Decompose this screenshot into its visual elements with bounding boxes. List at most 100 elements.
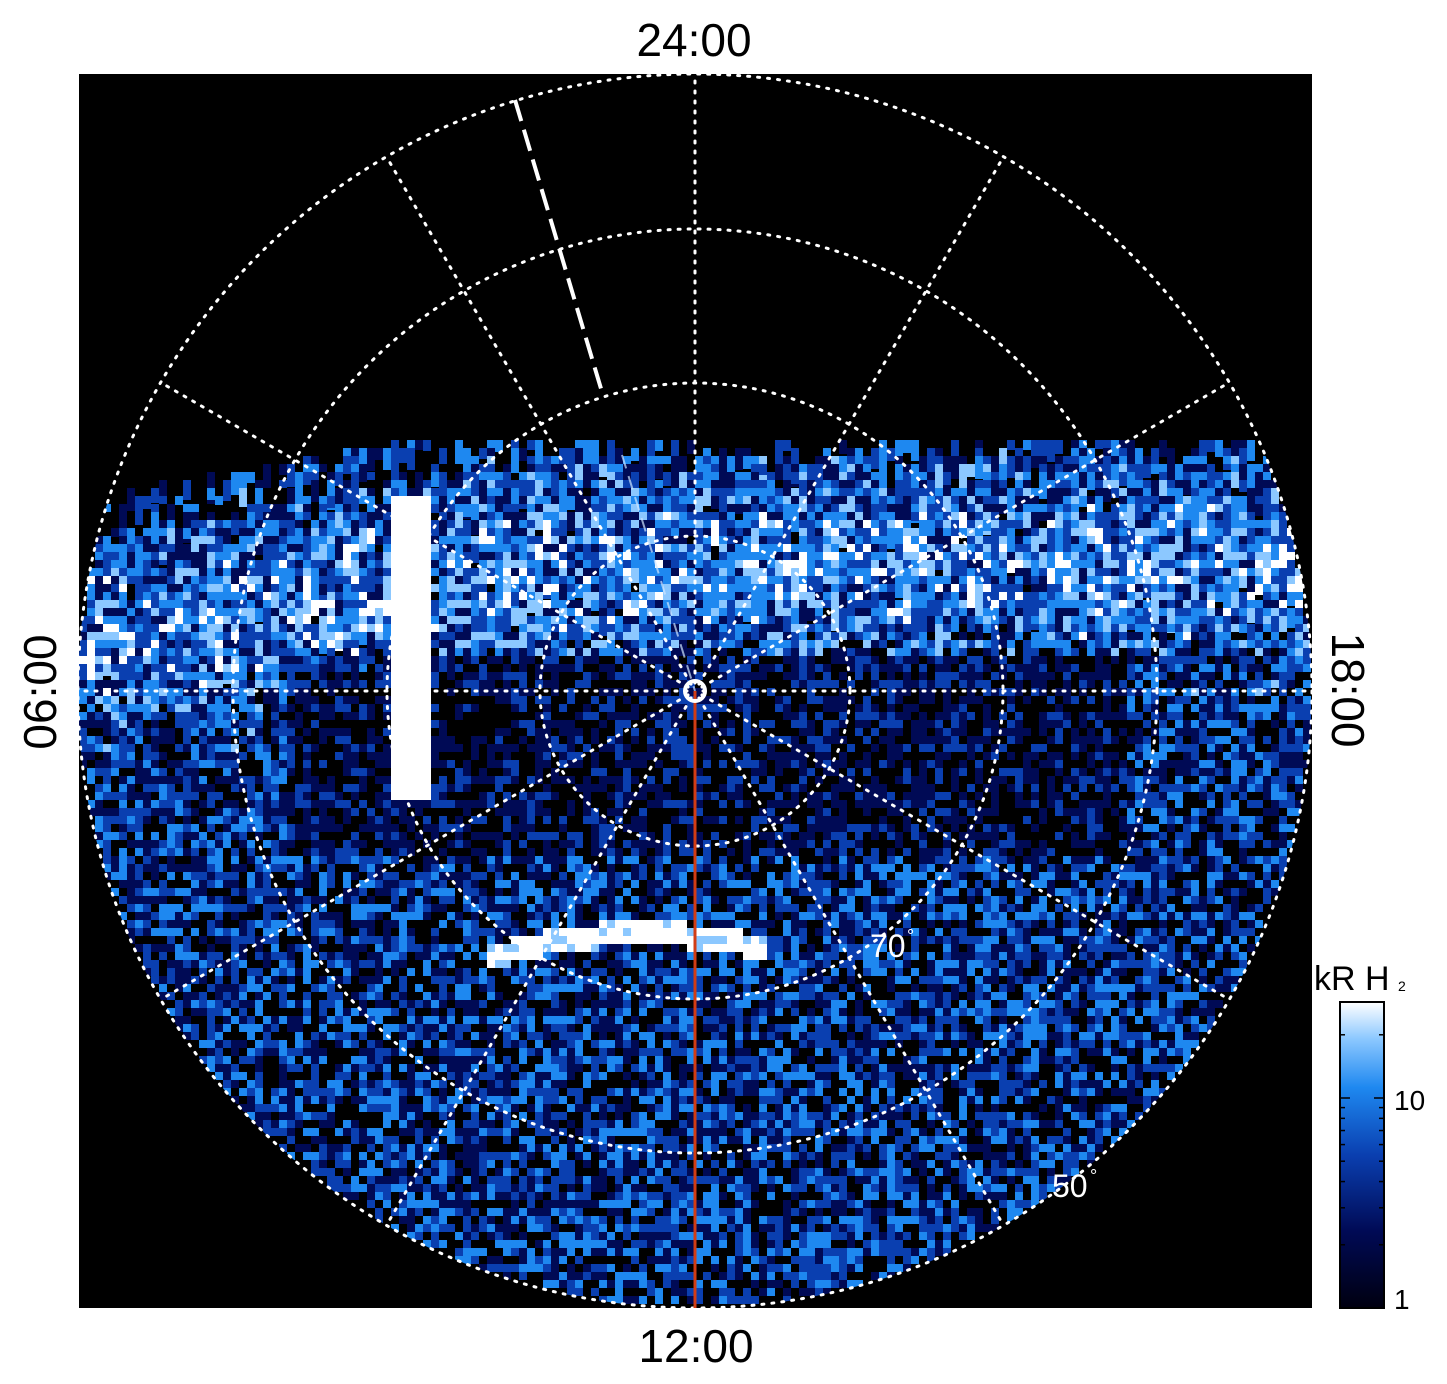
emission-pixel [559, 704, 567, 712]
emission-pixel [111, 552, 119, 567]
emission-pixel [1199, 704, 1207, 712]
emission-pixel [783, 552, 791, 561]
emission-pixel [831, 680, 839, 688]
emission-pixel [407, 688, 415, 696]
emission-pixel [343, 456, 351, 474]
emission-pixel [711, 712, 719, 720]
emission-pixel [359, 536, 367, 547]
emission-pixel [351, 448, 359, 462]
emission-pixel [607, 672, 615, 680]
emission-pixel [991, 488, 999, 501]
emission-pixel [631, 640, 639, 648]
emission-pixel [967, 752, 975, 760]
emission-pixel [751, 672, 759, 680]
emission-pixel [1191, 760, 1199, 768]
emission-pixel [503, 672, 511, 680]
emission-pixel [1223, 696, 1231, 704]
emission-pixel [703, 760, 711, 768]
emission-pixel [1255, 624, 1263, 632]
emission-pixel [1239, 760, 1247, 768]
emission-pixel [791, 496, 799, 504]
emission-pixel [399, 520, 407, 535]
emission-pixel [1047, 672, 1055, 680]
emission-pixel [1111, 632, 1119, 640]
emission-pixel [663, 776, 671, 784]
emission-pixel [351, 680, 359, 688]
emission-pixel [199, 600, 207, 618]
emission-pixel [727, 728, 735, 736]
emission-pixel [511, 656, 519, 664]
emission-pixel [103, 656, 111, 665]
emission-pixel [1127, 528, 1135, 537]
emission-pixel [511, 456, 519, 473]
emission-pixel [439, 496, 447, 508]
emission-pixel [1071, 440, 1079, 448]
emission-pixel [343, 728, 351, 736]
emission-pixel [1039, 504, 1047, 512]
emission-pixel [591, 768, 599, 776]
emission-pixel [199, 576, 207, 584]
emission-pixel [799, 640, 807, 648]
emission-pixel [495, 632, 503, 640]
emission-pixel [343, 680, 351, 688]
emission-pixel [1239, 728, 1247, 736]
emission-pixel [1175, 680, 1183, 688]
emission-pixel [159, 712, 167, 720]
emission-pixel [911, 608, 919, 625]
emission-pixel [583, 776, 591, 784]
emission-pixel [1135, 624, 1143, 632]
emission-pixel [1223, 632, 1231, 640]
emission-pixel [823, 520, 831, 534]
emission-pixel [1271, 680, 1279, 688]
emission-pixel [271, 720, 279, 728]
emission-pixel [311, 456, 319, 465]
emission-pixel [583, 632, 591, 640]
emission-pixel [383, 752, 391, 760]
emission-pixel [615, 456, 623, 470]
emission-pixel [103, 744, 111, 752]
emission-pixel [911, 680, 919, 688]
emission-pixel [823, 728, 831, 736]
emission-pixel [647, 472, 655, 493]
emission-pixel [215, 560, 223, 569]
emission-pixel [879, 664, 887, 672]
emission-pixel [239, 752, 247, 760]
emission-pixel [639, 680, 647, 688]
emission-pixel [1103, 736, 1111, 744]
emission-pixel [103, 728, 111, 736]
emission-pixel [1055, 712, 1063, 720]
emission-pixel [767, 752, 775, 760]
emission-pixel [831, 696, 839, 704]
emission-pixel [839, 760, 847, 768]
emission-pixel [1031, 632, 1039, 640]
emission-pixel [855, 728, 863, 736]
emission-pixel [1183, 472, 1191, 485]
emission-pixel [743, 712, 751, 720]
emission-pixel [1303, 712, 1311, 720]
emission-pixel [959, 768, 967, 776]
emission-pixel [855, 464, 863, 474]
emission-pixel [471, 520, 479, 535]
emission-pixel [255, 744, 263, 752]
emission-pixel [823, 624, 831, 632]
emission-pixel [1087, 632, 1095, 640]
emission-pixel [575, 520, 583, 529]
emission-pixel [551, 656, 559, 664]
emission-pixel [927, 496, 935, 507]
emission-pixel [463, 776, 471, 784]
emission-pixel [991, 728, 999, 736]
emission-pixel [263, 784, 271, 792]
emission-pixel [223, 720, 231, 728]
emission-pixel [647, 464, 655, 477]
emission-pixel [1247, 440, 1255, 461]
emission-pixel [1119, 640, 1127, 648]
emission-pixel [527, 632, 535, 640]
emission-pixel [815, 744, 823, 752]
emission-pixel [207, 760, 215, 768]
emission-pixel [727, 520, 735, 532]
emission-pixel [607, 600, 615, 609]
emission-pixel [751, 696, 759, 704]
emission-pixel [223, 768, 231, 776]
emission-pixel [887, 728, 895, 736]
emission-pixel [903, 712, 911, 720]
